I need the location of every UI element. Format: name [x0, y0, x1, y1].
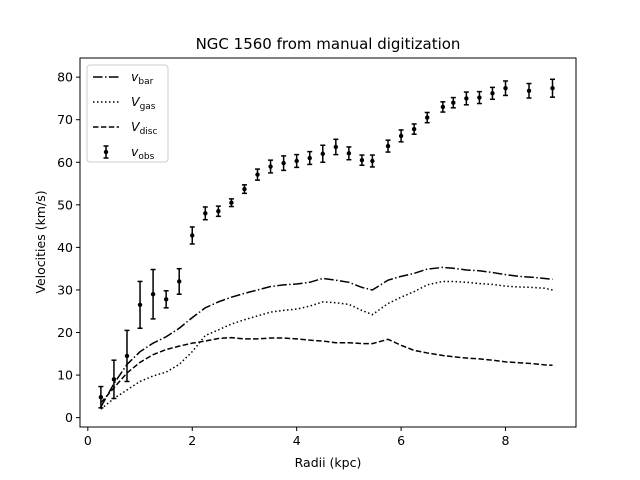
legend: vbar Vgas Vdisc vobs — [86, 64, 169, 163]
legend-swatch-point — [103, 149, 109, 155]
data-point — [216, 209, 221, 214]
data-point — [98, 395, 104, 400]
legend-frame — [86, 64, 169, 163]
y-axis-label: Velocities (km/s) — [33, 190, 48, 293]
axes-frame — [79, 57, 577, 428]
y-tick-label: 30 — [57, 282, 73, 297]
data-point — [385, 143, 391, 149]
data-point — [268, 164, 273, 169]
data-point — [150, 292, 156, 297]
data-point — [190, 233, 195, 238]
data-point — [333, 144, 339, 150]
x-tick-label: 0 — [84, 433, 92, 448]
data-point — [177, 279, 182, 284]
y-tick-label: 60 — [57, 155, 73, 170]
data-point — [451, 100, 456, 105]
x-tick-label: 4 — [293, 433, 301, 448]
data-point — [370, 158, 375, 164]
y-tick-label: 10 — [57, 368, 73, 383]
x-tick-label: 6 — [397, 433, 405, 448]
legend-label-vbar: vbar — [131, 69, 154, 87]
y-tick-label: 40 — [57, 240, 73, 255]
x-tick-label: 2 — [188, 433, 196, 448]
data-point — [294, 158, 299, 164]
data-point — [440, 104, 446, 110]
legend-label-vgas: Vgas — [131, 94, 156, 112]
y-tick-label: 20 — [57, 325, 73, 340]
data-point — [111, 377, 117, 382]
data-point — [320, 151, 325, 156]
data-point — [477, 95, 482, 100]
series-vbar-line — [100, 266, 553, 408]
data-point — [307, 155, 312, 161]
data-point — [346, 151, 352, 156]
y-tick-label: 50 — [57, 197, 73, 212]
data-point — [255, 172, 260, 177]
y-tick-label: 80 — [57, 70, 73, 85]
data-point — [359, 157, 365, 163]
data-point — [281, 160, 286, 166]
data-point — [503, 86, 508, 91]
data-point — [229, 200, 234, 205]
series-vgas-line — [100, 280, 553, 410]
data-point — [242, 186, 247, 192]
data-point — [411, 126, 417, 132]
data-point — [490, 91, 495, 96]
plot-area — [98, 78, 556, 410]
legend-label-vobs: vobs — [131, 144, 155, 162]
series-vdisc-line — [100, 336, 553, 404]
x-axis-label: Radii (kpc) — [295, 455, 362, 470]
data-point — [124, 353, 130, 359]
y-tick-label: 70 — [57, 112, 73, 127]
data-point — [464, 96, 469, 101]
chart-title: NGC 1560 from manual digitization — [196, 35, 461, 53]
data-point — [137, 302, 143, 308]
y-tick-label: 0 — [65, 410, 73, 425]
data-point — [550, 86, 555, 91]
data-point — [203, 211, 208, 216]
data-point — [398, 133, 404, 139]
legend-label-vdisc: Vdisc — [131, 119, 157, 137]
data-point — [526, 88, 532, 93]
data-point — [425, 115, 430, 120]
series-vobs — [98, 78, 556, 409]
x-tick-label: 8 — [502, 433, 510, 448]
data-point — [163, 297, 169, 302]
